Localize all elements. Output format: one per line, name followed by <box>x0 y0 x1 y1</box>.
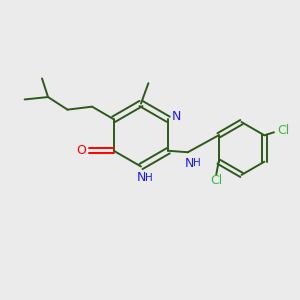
Text: N: N <box>172 110 182 123</box>
Text: Cl: Cl <box>278 124 290 137</box>
Text: N: N <box>184 157 194 169</box>
Text: N: N <box>136 171 146 184</box>
Text: H: H <box>193 158 201 168</box>
Text: O: O <box>77 144 87 157</box>
Text: Cl: Cl <box>210 174 222 187</box>
Text: H: H <box>145 173 152 183</box>
